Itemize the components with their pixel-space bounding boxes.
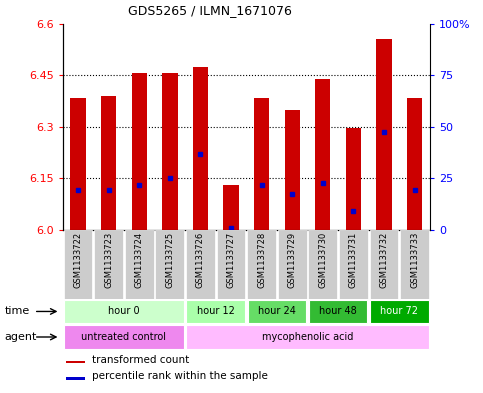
Bar: [400, 230, 429, 299]
Bar: [407, 97, 422, 230]
Text: untreated control: untreated control: [82, 332, 167, 342]
Text: GSM1133733: GSM1133733: [410, 232, 419, 288]
Text: hour 0: hour 0: [108, 307, 140, 316]
Text: GSM1133723: GSM1133723: [104, 232, 113, 288]
Bar: [223, 185, 239, 230]
Bar: [369, 230, 398, 299]
Text: GSM1133731: GSM1133731: [349, 232, 358, 288]
Text: mycophenolic acid: mycophenolic acid: [262, 332, 353, 342]
Bar: [284, 110, 300, 230]
Bar: [125, 230, 154, 299]
Text: GSM1133729: GSM1133729: [288, 232, 297, 288]
Bar: [71, 97, 86, 230]
Bar: [94, 230, 123, 299]
Bar: [67, 377, 85, 380]
Bar: [278, 230, 307, 299]
Text: GSM1133728: GSM1133728: [257, 232, 266, 288]
Bar: [247, 230, 276, 299]
Bar: [248, 300, 306, 323]
Bar: [156, 230, 184, 299]
Bar: [254, 97, 270, 230]
Text: percentile rank within the sample: percentile rank within the sample: [92, 371, 268, 381]
Bar: [370, 300, 428, 323]
Bar: [64, 300, 184, 323]
Text: GDS5265 / ILMN_1671076: GDS5265 / ILMN_1671076: [128, 4, 292, 17]
Text: transformed count: transformed count: [92, 354, 189, 365]
Text: GSM1133732: GSM1133732: [380, 232, 388, 288]
Text: time: time: [5, 307, 30, 316]
Bar: [309, 230, 337, 299]
Bar: [64, 325, 184, 349]
Bar: [101, 96, 116, 230]
Bar: [315, 79, 330, 230]
Bar: [193, 66, 208, 230]
Bar: [186, 230, 215, 299]
Bar: [217, 230, 245, 299]
Bar: [376, 39, 392, 230]
Bar: [346, 129, 361, 230]
Bar: [64, 230, 92, 299]
Text: GSM1133725: GSM1133725: [165, 232, 174, 288]
Bar: [67, 361, 85, 363]
Bar: [186, 325, 428, 349]
Bar: [162, 73, 177, 230]
Text: agent: agent: [5, 332, 37, 342]
Text: hour 24: hour 24: [258, 307, 296, 316]
Text: GSM1133727: GSM1133727: [227, 232, 236, 288]
Bar: [131, 73, 147, 230]
Text: GSM1133726: GSM1133726: [196, 232, 205, 288]
Text: GSM1133730: GSM1133730: [318, 232, 327, 288]
Text: hour 72: hour 72: [380, 307, 418, 316]
Text: hour 48: hour 48: [319, 307, 357, 316]
Bar: [339, 230, 368, 299]
Text: GSM1133722: GSM1133722: [73, 232, 83, 288]
Bar: [309, 300, 368, 323]
Text: hour 12: hour 12: [197, 307, 235, 316]
Bar: [186, 300, 245, 323]
Text: GSM1133724: GSM1133724: [135, 232, 144, 288]
